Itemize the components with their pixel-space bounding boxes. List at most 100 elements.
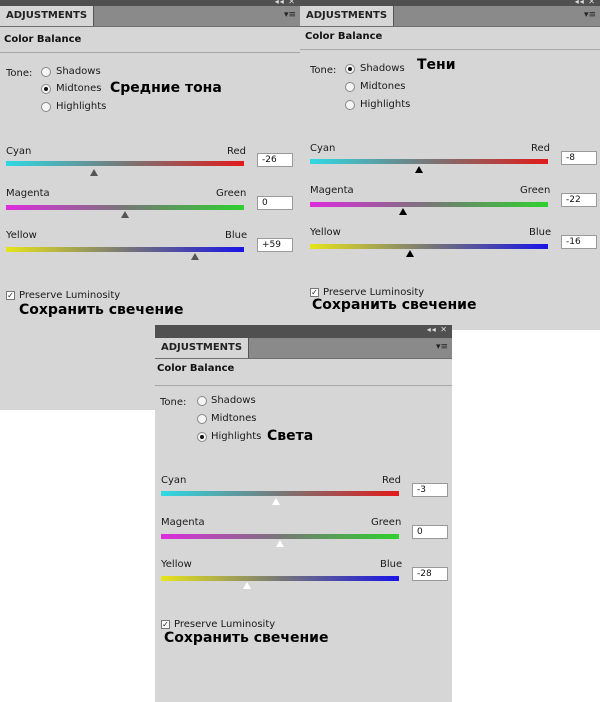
yellow-blue-value[interactable]: -28 (412, 567, 448, 581)
tone-label: Tone: (6, 68, 33, 79)
magenta-green-thumb[interactable] (276, 540, 284, 547)
panel-menu-icon[interactable]: ▾≡ (583, 10, 596, 20)
preserve-luminosity-label: Preserve Luminosity (19, 290, 121, 301)
slider-yellow-label: Yellow (6, 230, 37, 241)
panel-tab-row: ADJUSTMENTS ▾≡ (300, 6, 600, 27)
slider-cyan-label: Cyan (161, 475, 187, 486)
magenta-green-slider[interactable] (161, 534, 399, 539)
preserve-luminosity-label: Preserve Luminosity (323, 287, 425, 298)
preserve-annotation: Сохранить свечение (312, 297, 477, 313)
yellow-blue-thumb[interactable] (191, 253, 200, 260)
collapse-icon[interactable]: ◂◂ ✕ (574, 0, 596, 6)
adjustment-title: Color Balance (305, 31, 383, 42)
radio-shadows[interactable] (41, 67, 51, 77)
tab-adjustments[interactable]: ADJUSTMENTS (155, 338, 250, 358)
yellow-blue-slider[interactable] (310, 244, 548, 249)
tab-adjustments[interactable]: ADJUSTMENTS (300, 6, 395, 26)
tone-annotation: Тени (417, 57, 456, 73)
radio-highlights[interactable] (41, 102, 51, 112)
cyan-red-thumb[interactable] (415, 166, 424, 173)
panel-menu-icon[interactable]: ▾≡ (435, 342, 448, 352)
cyan-red-thumb[interactable] (90, 169, 99, 176)
preserve-luminosity-label: Preserve Luminosity (174, 619, 276, 630)
magenta-green-thumb[interactable] (121, 211, 129, 218)
yellow-blue-slider[interactable] (6, 247, 244, 252)
adjustments-panel-shadows: ◂◂ ✕ ADJUSTMENTS ▾≡ Color Balance Tone: … (300, 0, 600, 330)
radio-midtones-label: Midtones (56, 83, 102, 94)
yellow-blue-thumb[interactable] (242, 582, 251, 589)
radio-shadows-label: Shadows (211, 395, 256, 406)
radio-midtones[interactable] (345, 82, 355, 92)
cyan-red-slider[interactable] (310, 159, 548, 164)
slider-blue-label: Blue (225, 230, 248, 241)
magenta-green-slider[interactable] (6, 205, 244, 210)
cyan-red-thumb[interactable] (272, 498, 281, 505)
radio-shadows[interactable] (345, 64, 355, 74)
tone-label: Tone: (310, 65, 337, 76)
yellow-blue-thumb[interactable] (405, 250, 414, 257)
magenta-green-slider[interactable] (310, 202, 548, 207)
cyan-red-slider[interactable] (161, 491, 399, 496)
slider-red-label: Red (531, 143, 550, 154)
yellow-blue-slider[interactable] (161, 576, 399, 581)
radio-midtones[interactable] (41, 84, 51, 94)
panel-topbar: ◂◂ ✕ (300, 0, 600, 6)
magenta-green-value[interactable]: 0 (412, 525, 448, 539)
slider-cyan-label: Cyan (310, 143, 336, 154)
tone-label: Tone: (160, 397, 187, 408)
slider-green-label: Green (371, 517, 402, 528)
adjustments-panel-highlights: ◂◂ ✕ ADJUSTMENTS ▾≡ Color Balance Tone: … (155, 325, 452, 702)
slider-green-label: Green (520, 185, 551, 196)
preserve-annotation: Сохранить свечение (19, 302, 184, 318)
slider-magenta-label: Magenta (310, 185, 354, 196)
preserve-luminosity-checkbox[interactable]: ✓ (161, 620, 170, 629)
cyan-red-value[interactable]: -3 (412, 483, 448, 497)
slider-red-label: Red (227, 146, 246, 157)
collapse-icon[interactable]: ◂◂ ✕ (426, 325, 448, 334)
radio-shadows-label: Shadows (56, 66, 101, 77)
adjustment-title: Color Balance (157, 363, 235, 374)
slider-cyan-label: Cyan (6, 146, 32, 157)
title-divider (155, 385, 452, 386)
magenta-green-value[interactable]: 0 (257, 196, 293, 210)
adjustments-panel-midtones: ◂◂ ✕ ADJUSTMENTS ▾≡ Color Balance Tone: … (0, 0, 300, 410)
preserve-luminosity-checkbox[interactable]: ✓ (310, 288, 319, 297)
preserve-annotation: Сохранить свечение (164, 630, 329, 646)
yellow-blue-value[interactable]: -16 (561, 235, 597, 249)
slider-green-label: Green (216, 188, 247, 199)
magenta-green-value[interactable]: -22 (561, 193, 597, 207)
panel-menu-icon[interactable]: ▾≡ (283, 10, 296, 20)
radio-highlights-label: Highlights (360, 99, 411, 110)
radio-midtones-label: Midtones (211, 413, 257, 424)
cyan-red-value[interactable]: -26 (257, 153, 293, 167)
title-divider (300, 49, 600, 50)
preserve-luminosity-checkbox[interactable]: ✓ (6, 291, 15, 300)
slider-yellow-label: Yellow (310, 227, 341, 238)
panel-tab-row: ADJUSTMENTS ▾≡ (0, 6, 300, 27)
slider-magenta-label: Magenta (161, 517, 205, 528)
slider-blue-label: Blue (529, 227, 552, 238)
cyan-red-slider[interactable] (6, 161, 244, 166)
magenta-green-thumb[interactable] (398, 208, 407, 215)
collapse-icon[interactable]: ◂◂ ✕ (274, 0, 296, 6)
radio-shadows[interactable] (197, 396, 207, 406)
slider-magenta-label: Magenta (6, 188, 50, 199)
slider-yellow-label: Yellow (161, 559, 192, 570)
radio-midtones[interactable] (197, 414, 207, 424)
adjustment-title: Color Balance (4, 34, 82, 45)
slider-red-label: Red (382, 475, 401, 486)
panel-tab-row: ADJUSTMENTS ▾≡ (155, 338, 452, 359)
radio-highlights[interactable] (197, 432, 207, 442)
tone-annotation: Света (267, 428, 314, 444)
panel-topbar: ◂◂ ✕ (0, 0, 300, 6)
slider-blue-label: Blue (380, 559, 403, 570)
radio-shadows-label: Shadows (360, 63, 405, 74)
tab-adjustments[interactable]: ADJUSTMENTS (0, 6, 95, 26)
yellow-blue-value[interactable]: +59 (257, 238, 293, 252)
radio-highlights[interactable] (345, 100, 355, 110)
radio-highlights-label: Highlights (56, 101, 107, 112)
title-divider (0, 52, 300, 53)
radio-midtones-label: Midtones (360, 81, 406, 92)
cyan-red-value[interactable]: -8 (561, 151, 597, 165)
tone-annotation: Средние тона (110, 80, 222, 96)
